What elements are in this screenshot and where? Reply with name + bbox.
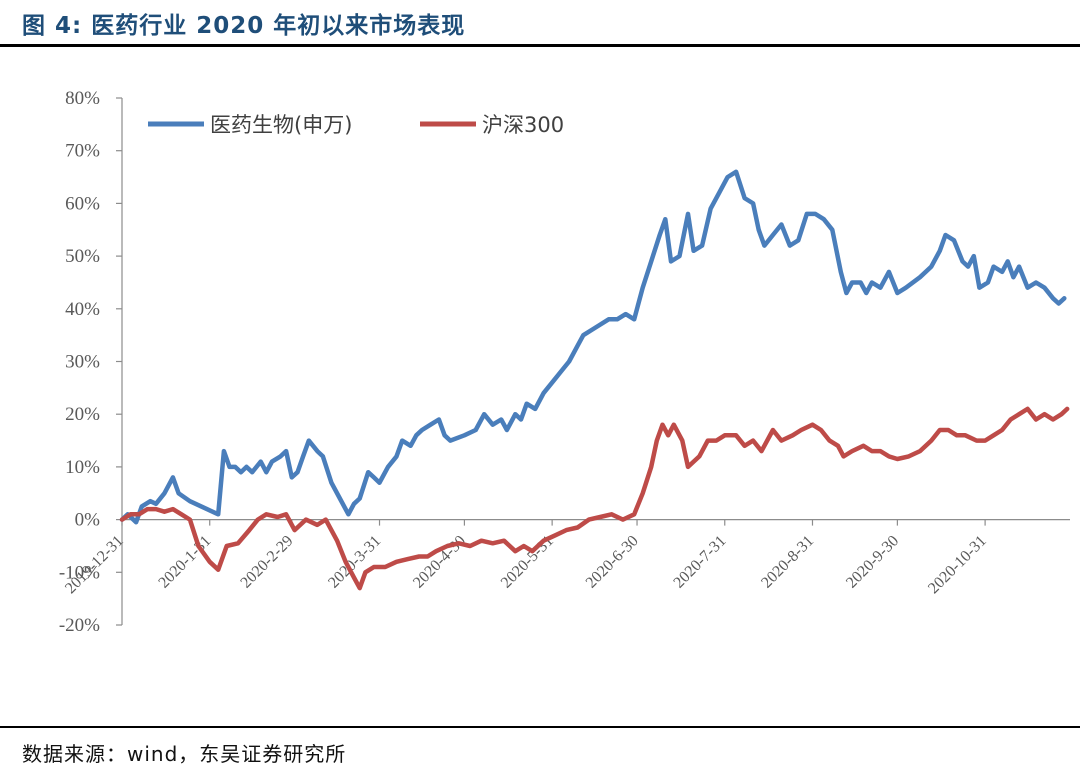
y-tick-label: 0%: [75, 510, 101, 531]
series-line-csi300: [119, 406, 1070, 591]
y-tick-label: 20%: [65, 404, 100, 425]
y-tick-label: 70%: [65, 141, 100, 162]
y-tick-label: 60%: [65, 193, 100, 214]
x-tick-label: 2020-10-31: [925, 532, 990, 597]
series-lines: [119, 169, 1070, 591]
series-line-pharma: [119, 169, 1067, 525]
y-tick-label: 10%: [65, 457, 100, 478]
x-tick-label: 2020-2-29: [237, 532, 296, 591]
legend-label: 医药生物(申万): [210, 113, 352, 137]
x-tick-label: 2020-9-30: [843, 532, 902, 591]
y-tick-label: 80%: [65, 88, 100, 109]
x-tick-label: 2020-6-30: [583, 532, 642, 591]
x-tick-label: 2020-1-31: [155, 532, 214, 591]
bottom-rule: [0, 726, 1080, 728]
figure-title: 图 4: 医药行业 2020 年初以来市场表现: [22, 13, 466, 39]
x-tick-label: 2020-7-31: [670, 532, 729, 591]
line-chart: -20%-10%0%10%20%30%40%50%60%70%80% 2019-…: [59, 88, 1070, 636]
legend-label: 沪深300: [482, 113, 564, 137]
y-tick-label: 40%: [65, 299, 100, 320]
y-tick-label: 50%: [65, 246, 100, 267]
y-axis: -20% -10% 0% 10% 20% 30% 40% 50% 60% 70% 80%: [59, 88, 123, 636]
data-source-note: 数据来源：wind，东吴证券研究所: [22, 742, 347, 766]
x-tick-label: 2020-4-30: [410, 532, 469, 591]
y-tick-label: 30%: [65, 352, 100, 373]
top-rule: [0, 44, 1080, 47]
legend: 医药生物(申万) 沪深300: [148, 113, 564, 137]
y-tick-label: -10%: [59, 562, 100, 583]
x-tick-label: 2020-8-31: [758, 532, 817, 591]
y-tick-label: -20%: [59, 615, 100, 636]
